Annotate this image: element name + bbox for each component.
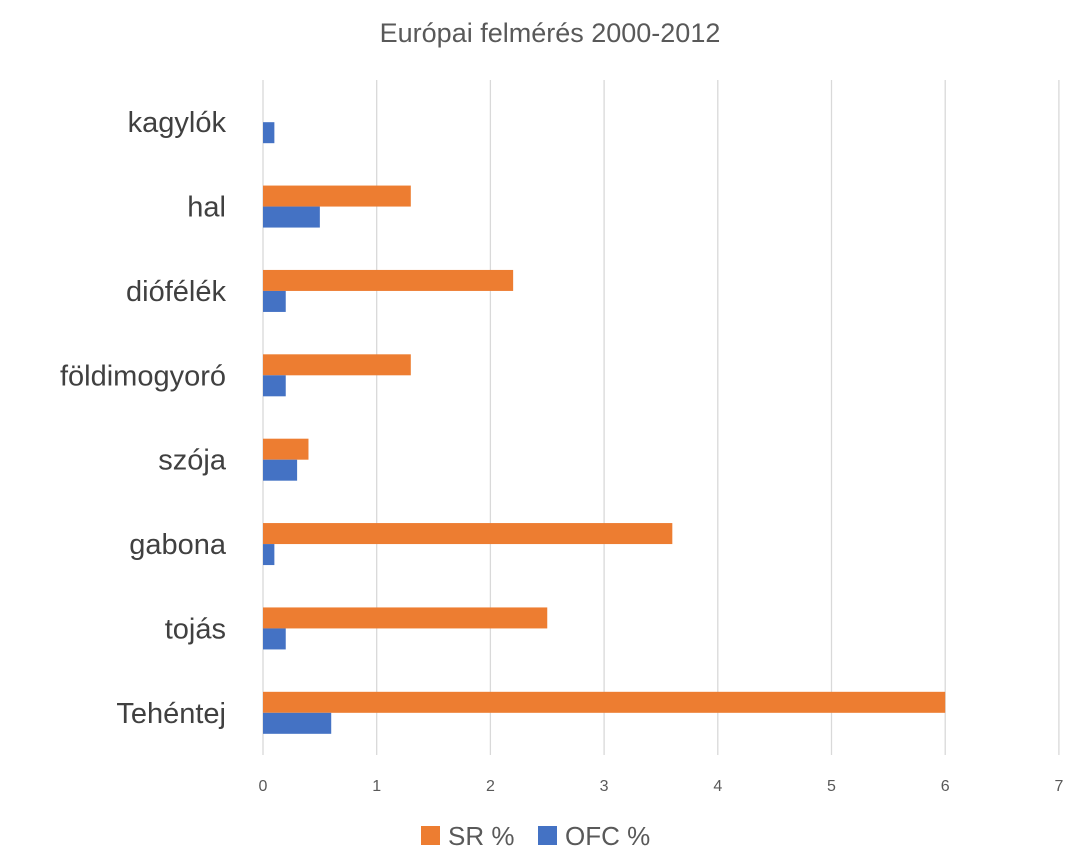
category-label-szoja: szója xyxy=(158,445,227,477)
x-tick-label: 1 xyxy=(372,778,381,795)
bar-ofc-tehentej xyxy=(263,712,332,734)
legend-swatch-sr xyxy=(421,826,440,845)
legend-swatch-ofc xyxy=(538,826,557,845)
bar-ofc-diofelek xyxy=(263,290,286,312)
category-label-foldimogyoro: földimogyoró xyxy=(60,360,226,392)
bar-ofc-szoja xyxy=(263,459,298,481)
legend: SR % OFC % xyxy=(421,821,650,851)
x-tick-labels: 0 1 2 3 4 5 6 7 xyxy=(259,778,1064,795)
bar-sr-diofelek xyxy=(263,269,514,291)
bar-sr-hal xyxy=(263,185,411,207)
bar-sr-gabona xyxy=(263,523,673,545)
bars xyxy=(263,122,946,734)
legend-label-ofc: OFC % xyxy=(565,821,650,851)
category-label-tojas: tojás xyxy=(165,613,226,645)
category-label-diofelek: diófélék xyxy=(126,276,226,308)
gridlines xyxy=(262,80,1060,755)
x-tick-label: 5 xyxy=(827,778,836,795)
bar-sr-foldimogyoro xyxy=(263,354,411,376)
category-label-gabona: gabona xyxy=(129,529,227,561)
category-label-hal: hal xyxy=(187,192,226,224)
chart-title: Európai felmérés 2000-2012 xyxy=(380,18,721,48)
bar-sr-tojas xyxy=(263,607,548,629)
x-tick-label: 0 xyxy=(259,778,268,795)
legend-label-sr: SR % xyxy=(448,821,514,851)
x-tick-label: 6 xyxy=(941,778,950,795)
category-label-tehentej: Tehéntej xyxy=(116,698,226,730)
bar-ofc-tojas xyxy=(263,628,286,650)
x-tick-label: 3 xyxy=(600,778,609,795)
bar-ofc-hal xyxy=(263,206,320,228)
bar-ofc-foldimogyoro xyxy=(263,375,286,397)
x-tick-label: 4 xyxy=(713,778,722,795)
bar-sr-szoja xyxy=(263,438,309,460)
bar-ofc-gabona xyxy=(263,544,275,566)
bar-sr-tehentej xyxy=(263,691,946,713)
bar-ofc-kagylok xyxy=(263,122,275,144)
x-tick-label: 2 xyxy=(486,778,495,795)
category-label-kagylok: kagylók xyxy=(128,107,227,139)
category-labels: kagylók hal diófélék földimogyoró szója gabon… xyxy=(60,107,227,730)
x-tick-label: 7 xyxy=(1054,778,1063,795)
